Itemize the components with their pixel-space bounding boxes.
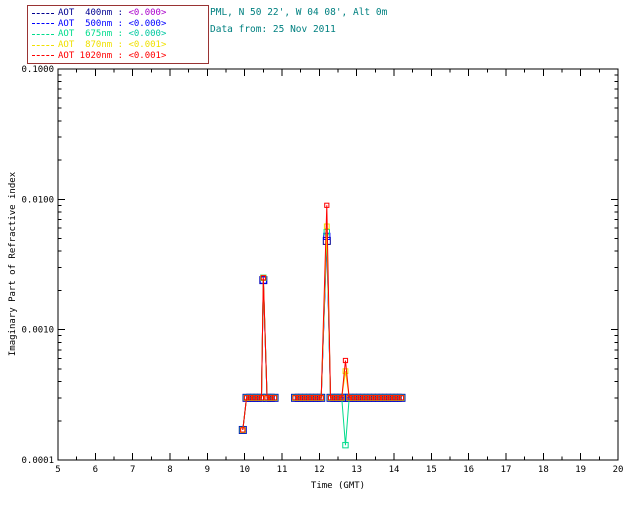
legend-label: AOT 400nm :: [58, 8, 129, 19]
legend-row-4: AOT 870nm : <0.001>: [32, 40, 204, 51]
legend-value: <0.000>: [128, 8, 167, 19]
svg-text:7: 7: [130, 465, 135, 475]
legend-row-1: AOT 400nm : <0.000>: [32, 8, 204, 19]
y-axis-label: Imaginary Part of Refractive index: [8, 171, 18, 357]
svg-text:14: 14: [389, 465, 400, 475]
legend-value: <0.001>: [128, 40, 167, 51]
legend-label: AOT 675nm :: [58, 29, 129, 40]
legend-label: AOT 1020nm :: [58, 50, 129, 61]
svg-text:13: 13: [351, 465, 362, 475]
svg-text:5: 5: [55, 465, 60, 475]
series-aot-400nm: [238, 236, 406, 434]
x-axis-label: Time (GMT): [310, 481, 366, 491]
svg-text:20: 20: [613, 465, 624, 475]
legend-row-2: AOT 500nm : <0.000>: [32, 19, 204, 30]
svg-text:10: 10: [239, 465, 250, 475]
svg-text:0.0010: 0.0010: [21, 326, 54, 336]
svg-text:0.0001: 0.0001: [21, 456, 54, 466]
data-date: Data from: 25 Nov 2011: [210, 24, 336, 35]
legend-line-sample: [32, 12, 54, 14]
legend-line-sample: [32, 33, 54, 35]
svg-text:9: 9: [205, 465, 210, 475]
legend-line-sample: [32, 44, 54, 46]
svg-text:16: 16: [463, 465, 474, 475]
svg-text:0.0100: 0.0100: [21, 195, 54, 205]
legend-value: <0.000>: [128, 29, 167, 40]
legend-value: <0.000>: [128, 18, 167, 29]
svg-text:6: 6: [93, 465, 98, 475]
legend-row-3: AOT 675nm : <0.000>: [32, 29, 204, 40]
series-aot-1020nm: [240, 202, 405, 433]
svg-text:11: 11: [277, 465, 288, 475]
legend-row-5: AOT 1020nm : <0.001>: [32, 50, 204, 61]
svg-text:12: 12: [314, 465, 325, 475]
svg-text:15: 15: [426, 465, 437, 475]
station-info: PML, N 50 22', W 04 08', Alt 0m: [210, 7, 388, 18]
svg-text:17: 17: [501, 465, 512, 475]
svg-text:18: 18: [538, 465, 549, 475]
svg-text:0.1000: 0.1000: [21, 65, 54, 75]
legend-value: <0.001>: [128, 50, 167, 61]
x-tick-labels: 5 6 7 8 9 10 11 12 13 14 15 16 17 18 19 20: [55, 465, 623, 475]
series-aot-500nm: [239, 232, 406, 434]
legend-line-sample: [32, 55, 54, 57]
y-tick-labels: 0.0001 0.0010 0.0100 0.1000: [21, 65, 54, 466]
svg-text:19: 19: [575, 465, 586, 475]
legend-label: AOT 870nm :: [58, 40, 129, 51]
svg-text:8: 8: [167, 465, 172, 475]
legend-label: AOT 500nm :: [58, 18, 129, 29]
legend-box: AOT 400nm : <0.000> AOT 500nm : <0.000> AO…: [27, 5, 209, 64]
axis-ticks: [57, 68, 619, 461]
legend-line-sample: [32, 23, 54, 25]
